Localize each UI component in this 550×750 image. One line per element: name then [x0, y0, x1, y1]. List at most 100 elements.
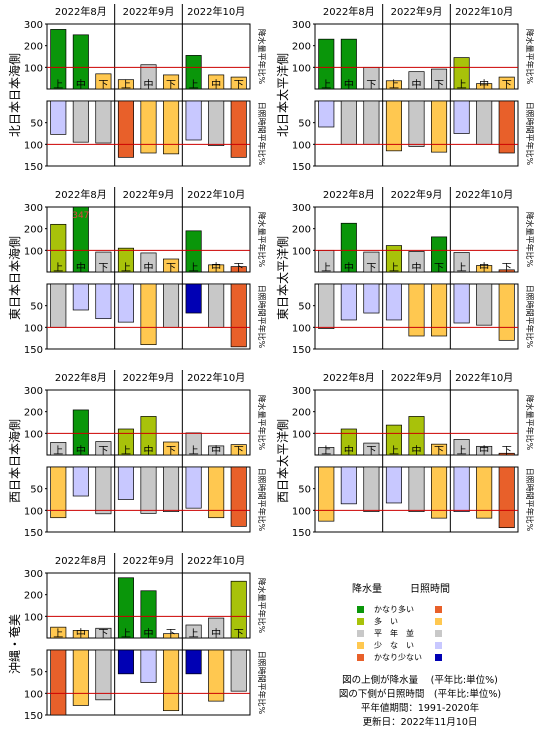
sun-bar: [408, 466, 425, 512]
precip-bar: [72, 206, 89, 273]
precip-bar: [408, 416, 425, 456]
month-label: 2022年9月: [123, 188, 175, 201]
legend-note: 図の上側が降水量 (平年比:単位%): [342, 675, 498, 686]
precip-bar: [476, 445, 493, 456]
legend-swatch-precip: [357, 654, 364, 661]
sun-bar: [498, 466, 515, 529]
sun-bar: [318, 100, 335, 128]
month-label: 2022年10月: [187, 371, 245, 384]
dekad-label: 中: [144, 627, 154, 640]
sun-tick-label: 150: [292, 528, 311, 539]
precip-tick-label: 200: [24, 42, 43, 53]
precip-bar: [208, 74, 225, 90]
dekad-label: 上: [321, 262, 331, 274]
region-label: 北日本太平洋側: [275, 53, 290, 137]
precip-bar: [117, 79, 134, 90]
dekad-label: 上: [121, 262, 131, 274]
month-label: 2022年8月: [323, 371, 375, 384]
precip-bar: [340, 38, 357, 90]
dekad-label: 中: [211, 261, 221, 274]
dekad-label: 下: [234, 80, 244, 91]
precip-tick-label: 300: [292, 20, 311, 31]
sun-bar: [453, 100, 470, 134]
month-label: 2022年10月: [187, 554, 245, 567]
precip-tick-label: 100: [24, 246, 43, 257]
month-label: 2022年9月: [123, 554, 175, 567]
dekad-label: 中: [479, 78, 489, 91]
sun-bar: [208, 466, 225, 519]
overflow-label: 347: [72, 211, 89, 221]
month-label: 2022年9月: [123, 371, 175, 384]
sun-bar: [117, 649, 134, 675]
sun-bar: [185, 100, 202, 141]
precip-tick-label: 100: [292, 63, 311, 74]
dekad-label: 下: [434, 446, 444, 457]
dekad-label: 中: [479, 444, 489, 457]
sun-bar: [163, 466, 180, 512]
precip-tick-label: 200: [292, 225, 311, 236]
region-label: 東日本太平洋側: [275, 236, 290, 320]
dekad-label: 中: [412, 444, 422, 457]
precip-bar: [498, 452, 515, 456]
precip-bar: [498, 269, 515, 273]
sun-bar: [117, 283, 134, 323]
sun-bar: [230, 649, 247, 692]
sun-bar: [208, 100, 225, 146]
month-label: 2022年10月: [187, 188, 245, 201]
dekad-label: 上: [189, 262, 199, 274]
sun-tick-label: 50: [298, 302, 311, 313]
dekad-label: 中: [76, 78, 86, 91]
legend-row: 少 な い: [300, 640, 540, 652]
dekad-label: 中: [144, 78, 154, 91]
sun-axis-label: 日照時間平年比%: [525, 468, 535, 532]
legend-swatch-sun: [435, 618, 442, 625]
dekad-label: 下: [166, 446, 176, 457]
region-panel: 2022年8月 2022年9月 2022年10月 100 200 300 50 100 150 上…: [275, 370, 535, 539]
sun-bar: [50, 283, 67, 328]
legend-note: 図の下側が日照時間 (平年比:単位%): [338, 689, 502, 700]
region-label: 東日本日本海側: [7, 236, 22, 320]
dekad-label: 上: [121, 445, 131, 457]
dekad-label: 上: [121, 628, 131, 640]
precip-tick-label: 100: [24, 63, 43, 74]
precip-bar: [340, 222, 357, 273]
precip-bar: [385, 424, 402, 456]
dekad-label: 上: [189, 445, 199, 457]
precip-tick-label: 300: [292, 203, 311, 214]
sun-tick-label: 100: [24, 689, 43, 700]
sun-bar: [385, 283, 402, 321]
sun-bar: [50, 100, 67, 135]
legend-swatch-precip: [357, 630, 364, 637]
sun-bar: [72, 466, 89, 497]
precip-bar: [363, 251, 380, 273]
dekad-label: 中: [344, 78, 354, 91]
sun-bar: [340, 466, 357, 505]
legend-swatch-precip: [357, 618, 364, 625]
dekad-label: 上: [321, 445, 331, 457]
legend-row: かなり少ない: [300, 652, 540, 664]
sun-bar: [476, 466, 493, 519]
sun-tick-label: 50: [298, 119, 311, 130]
precip-bar: [408, 251, 425, 273]
precip-bar: [453, 57, 470, 90]
sun-tick-label: 100: [24, 140, 43, 151]
precip-bar: [476, 83, 493, 90]
legend-header-precip: 降水量: [352, 584, 382, 595]
precip-axis-label: 降水量平年比%: [257, 395, 267, 451]
dekad-label: 上: [121, 79, 131, 91]
precip-bar: [385, 80, 402, 90]
dekad-label: 下: [366, 80, 376, 91]
legend-swatch-sun: [435, 654, 442, 661]
region-panel: 2022年8月 2022年9月 2022年10月 100 200 300 50 100 150 上…: [7, 553, 267, 722]
precip-bar: [72, 34, 89, 90]
month-label: 2022年9月: [123, 5, 175, 18]
precip-bar: [453, 439, 470, 456]
dekad-label: 上: [389, 79, 399, 91]
dekad-label: 下: [98, 80, 108, 91]
legend-swatch-sun: [435, 606, 442, 613]
month-label: 2022年8月: [55, 5, 107, 18]
region-panel: 2022年8月 2022年9月 2022年10月 100 200 300 50 100 150 上…: [275, 187, 535, 356]
precip-bar: [230, 580, 247, 639]
sun-bar: [318, 466, 335, 522]
sun-axis-label: 日照時間平年比%: [257, 285, 267, 349]
